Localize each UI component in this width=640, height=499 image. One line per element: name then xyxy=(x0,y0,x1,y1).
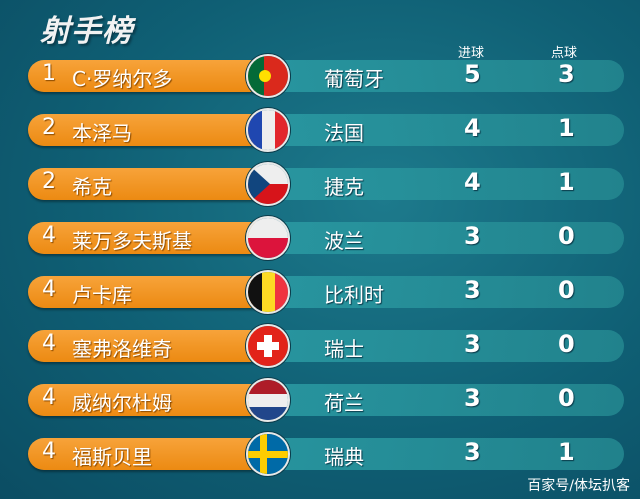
switzerland-flag-icon xyxy=(246,324,290,368)
france-flag-icon xyxy=(246,108,290,152)
portugal-flag-icon xyxy=(246,54,290,98)
goals-value: 3 xyxy=(464,438,481,466)
scorer-row: 4 塞弗洛维奇 瑞士 3 0 xyxy=(28,324,624,368)
scorer-row: 2 希克 捷克 4 1 xyxy=(28,162,624,206)
country-name: 瑞典 xyxy=(324,445,364,469)
rank: 2 xyxy=(42,169,56,194)
penalties-header: 点球 xyxy=(551,46,578,61)
rank: 4 xyxy=(42,277,56,302)
poland-flag-icon xyxy=(246,216,290,260)
stats-bar xyxy=(258,384,624,416)
penalties-value: 0 xyxy=(558,222,575,250)
player-name: 塞弗洛维奇 xyxy=(72,337,172,361)
country-name: 葡萄牙 xyxy=(324,67,384,91)
player-bar xyxy=(28,438,258,470)
goals-value: 4 xyxy=(464,168,481,196)
player-name: 卢卡库 xyxy=(72,283,132,307)
watermark: 百家号/体坛扒客 xyxy=(527,478,630,494)
goals-value: 5 xyxy=(464,60,481,88)
player-bar xyxy=(28,168,258,200)
penalties-value: 3 xyxy=(558,60,575,88)
goals-value: 3 xyxy=(464,330,481,358)
stats-bar xyxy=(258,330,624,362)
rank: 4 xyxy=(42,331,56,356)
rank: 4 xyxy=(42,385,56,410)
player-bar xyxy=(28,222,258,254)
page-title: 射手榜 xyxy=(40,14,133,49)
scorer-row: 4 福斯贝里 瑞典 3 1 xyxy=(28,432,624,476)
goals-value: 3 xyxy=(464,222,481,250)
country-name: 荷兰 xyxy=(324,391,364,415)
player-bar xyxy=(28,114,258,146)
player-name: C·罗纳尔多 xyxy=(72,67,173,91)
goals-value: 3 xyxy=(464,276,481,304)
penalties-value: 1 xyxy=(558,438,575,466)
penalties-value: 1 xyxy=(558,168,575,196)
rank: 4 xyxy=(42,223,56,248)
country-name: 瑞士 xyxy=(324,337,364,361)
stats-bar xyxy=(258,114,624,146)
penalties-value: 0 xyxy=(558,330,575,358)
penalties-value: 0 xyxy=(558,276,575,304)
goals-value: 3 xyxy=(464,384,481,412)
stats-bar xyxy=(258,222,624,254)
goals-header: 进球 xyxy=(458,46,485,61)
scorer-row: 4 卢卡库 比利时 3 0 xyxy=(28,270,624,314)
player-bar xyxy=(28,384,258,416)
scorer-row: 4 莱万多夫斯基 波兰 3 0 xyxy=(28,216,624,260)
penalties-value: 0 xyxy=(558,384,575,412)
sweden-flag-icon xyxy=(246,432,290,476)
belgium-flag-icon xyxy=(246,270,290,314)
scorer-row: 4 威纳尔杜姆 荷兰 3 0 xyxy=(28,378,624,422)
netherlands-flag-icon xyxy=(246,378,290,422)
player-bar xyxy=(28,276,258,308)
scorer-row: 1 C·罗纳尔多 葡萄牙 5 3 xyxy=(28,54,624,98)
player-name: 希克 xyxy=(72,175,112,199)
player-name: 福斯贝里 xyxy=(72,445,152,469)
rank: 4 xyxy=(42,439,56,464)
rank: 1 xyxy=(42,61,56,86)
rank: 2 xyxy=(42,115,56,140)
country-name: 比利时 xyxy=(324,283,384,307)
player-name: 威纳尔杜姆 xyxy=(72,391,172,415)
penalties-value: 1 xyxy=(558,114,575,142)
stats-bar xyxy=(258,276,624,308)
stats-bar xyxy=(258,60,624,92)
player-bar xyxy=(28,60,258,92)
player-name: 本泽马 xyxy=(72,121,132,145)
player-bar xyxy=(28,330,258,362)
stats-bar xyxy=(258,438,624,470)
scorer-row: 2 本泽马 法国 4 1 xyxy=(28,108,624,152)
player-name: 莱万多夫斯基 xyxy=(72,229,192,253)
czech-flag-icon xyxy=(246,162,290,206)
stats-bar xyxy=(258,168,624,200)
country-name: 法国 xyxy=(324,121,364,145)
goals-value: 4 xyxy=(464,114,481,142)
country-name: 捷克 xyxy=(324,175,364,199)
country-name: 波兰 xyxy=(324,229,364,253)
